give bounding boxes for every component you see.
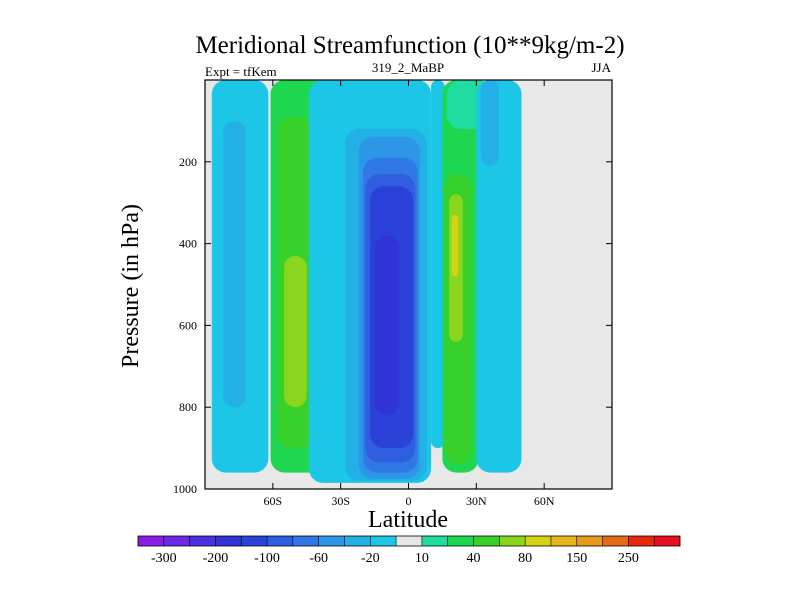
colorbar-labels: -300 -200 -100 -60 -20 10 40 80 150 250 [151, 551, 639, 566]
colorbar-box [499, 536, 526, 546]
contour-region-19 [480, 80, 499, 166]
colorbar-box [267, 536, 294, 546]
colorbar-box [396, 536, 423, 546]
colorbar-box [241, 536, 268, 546]
contour-regions [211, 80, 522, 483]
colorbar-box [550, 536, 578, 546]
colorbar-box [602, 536, 629, 546]
colorbar-label: 40 [467, 551, 481, 566]
contour-region-12 [431, 80, 445, 449]
colorbar-label: -60 [309, 551, 328, 566]
colorbar-label: -20 [361, 551, 380, 566]
colorbar-box [215, 536, 242, 546]
left-string: Expt = tfKem [205, 64, 277, 79]
center-string: 319_2_MaBP [372, 60, 444, 75]
colorbar-label: 80 [518, 551, 532, 566]
colorbar-box [318, 536, 345, 546]
plot-border [204, 79, 613, 490]
x-axis-label: Latitude [368, 507, 448, 533]
colorbar-box [344, 536, 371, 546]
colorbar-label: -300 [151, 551, 177, 566]
contour-region-1 [223, 120, 246, 408]
x-tick-label: 30S [331, 494, 350, 508]
x-tick-label: 30N [466, 494, 487, 508]
chart-title: Meridional Streamfunction (10**9kg/m-2) [195, 32, 624, 59]
colorbar-box [370, 536, 397, 546]
contour-region-18 [476, 80, 522, 473]
colorbar-frame [137, 535, 681, 547]
colorbar-label: 10 [415, 551, 429, 566]
x-tick-label: 0 [406, 494, 412, 508]
colorbar-box [654, 536, 681, 546]
contour-region-4 [284, 255, 307, 408]
colorbar-label: -200 [203, 551, 229, 566]
colorbar-label: 250 [618, 551, 639, 566]
colorbar-box [576, 536, 603, 546]
colorbar-box [628, 536, 655, 546]
colorbar-box [138, 536, 165, 546]
colorbar-box [292, 536, 319, 546]
y-tick-label: 200 [179, 155, 197, 169]
plot-area: 60S 30S 0 30N 60N 200 400 600 800 1000 [173, 79, 613, 508]
right-string: JJA [591, 60, 611, 75]
colorbar-box [163, 536, 190, 546]
contour-region-11 [374, 235, 400, 416]
y-tick-label: 600 [179, 318, 197, 332]
x-tick-label: 60N [534, 494, 555, 508]
x-axis: 60S 30S 0 30N 60N [263, 80, 555, 508]
colorbar-box [447, 536, 474, 546]
colorbar-box [189, 536, 216, 546]
y-tick-label: 400 [179, 237, 197, 251]
x-tick-label: 60S [263, 494, 282, 508]
y-tick-label: 1000 [173, 482, 197, 496]
colorbar-label: -100 [254, 551, 280, 566]
colorbar-box [421, 536, 449, 546]
colorbar-label: 150 [566, 551, 587, 566]
colorbar-box [473, 536, 500, 546]
colorbar-box [525, 536, 552, 546]
y-tick-label: 800 [179, 400, 197, 414]
colorbar [137, 535, 681, 547]
contour-region-16 [451, 215, 459, 277]
y-axis-label: Pressure (in hPa) [118, 204, 144, 368]
